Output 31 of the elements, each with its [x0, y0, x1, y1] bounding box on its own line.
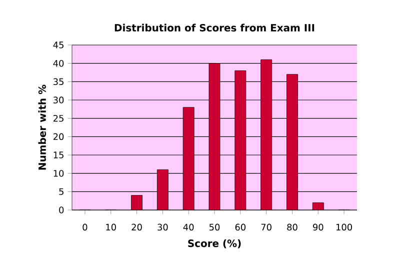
bar — [286, 74, 298, 210]
y-tick-label: 0 — [59, 206, 64, 214]
bar — [208, 63, 220, 210]
x-tick-label: 0 — [82, 224, 88, 231]
x-tick-label: 90 — [312, 224, 324, 231]
x-axis-title: Score (%) — [188, 239, 241, 248]
y-tick-label: 45 — [53, 42, 64, 48]
x-tick-label: 80 — [287, 224, 298, 231]
bar — [234, 70, 246, 210]
x-tick-label: 10 — [106, 224, 116, 231]
bar — [260, 59, 272, 210]
y-tick-label: 30 — [54, 96, 64, 104]
bar — [156, 169, 168, 210]
bar — [131, 195, 142, 210]
x-tick-label: 20 — [132, 224, 142, 231]
x-tick-label: 70 — [261, 224, 272, 231]
y-tick-label: 10 — [54, 170, 64, 177]
x-tick-label: 40 — [183, 224, 194, 231]
y-tick-label: 5 — [59, 188, 64, 195]
x-tick-label: 50 — [209, 224, 220, 231]
y-tick-label: 20 — [53, 133, 64, 140]
bar — [182, 107, 194, 210]
y-tick-label: 25 — [53, 114, 64, 122]
y-tick-label: 40 — [53, 60, 64, 67]
y-tick-label: 35 — [54, 78, 64, 86]
x-tick-label: 60 — [235, 224, 246, 231]
chart-title: Distribution of Scores from Exam III — [114, 24, 314, 32]
y-axis-title: Number with % — [38, 84, 46, 170]
x-tick-label: 100 — [336, 224, 352, 231]
x-tick-label: 30 — [158, 224, 168, 231]
y-tick-label: 15 — [54, 152, 64, 158]
